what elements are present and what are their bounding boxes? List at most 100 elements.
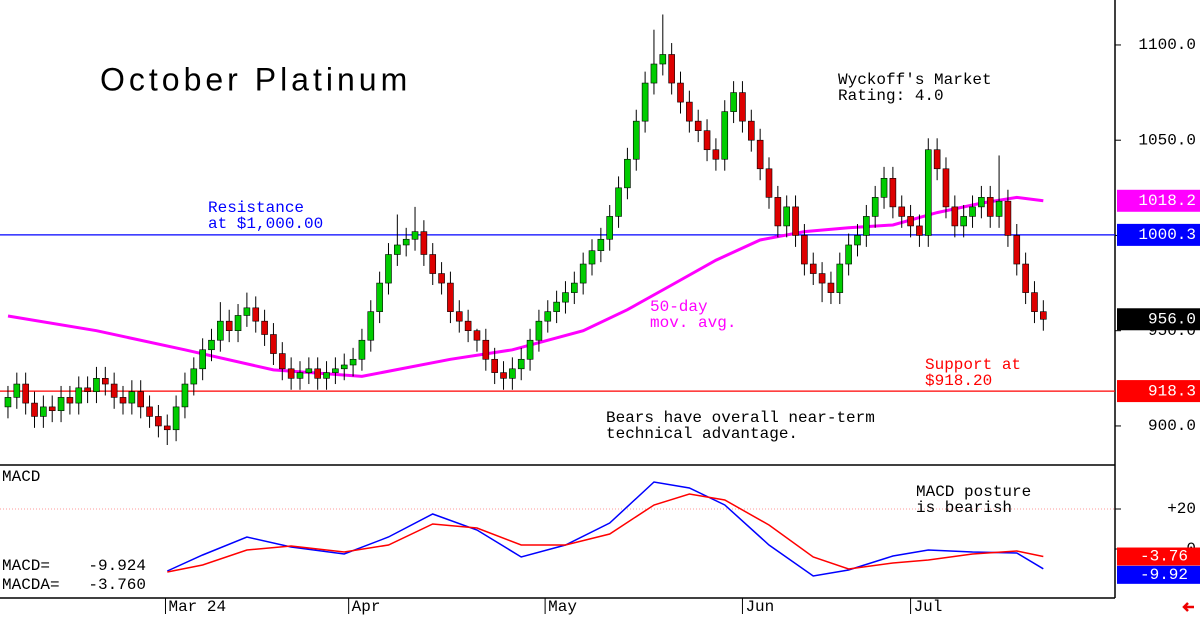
candle-body bbox=[199, 349, 206, 370]
candle-body bbox=[40, 406, 47, 417]
annotation: $918.20 bbox=[925, 372, 992, 390]
candle-body bbox=[756, 139, 764, 170]
candle-body bbox=[57, 397, 65, 412]
candle-body bbox=[146, 406, 153, 417]
candle-body bbox=[624, 158, 631, 189]
candle-body bbox=[110, 383, 118, 398]
annotation: Wyckoff's Market bbox=[838, 71, 992, 89]
candle-body bbox=[907, 216, 914, 227]
candle-body bbox=[234, 315, 242, 332]
candle-body bbox=[93, 378, 100, 392]
x-tick-label: Jun bbox=[745, 598, 774, 616]
candle-body bbox=[225, 320, 233, 332]
candle-body bbox=[730, 92, 737, 112]
candle-body bbox=[438, 273, 445, 284]
line-series bbox=[166, 481, 1044, 577]
candle-body bbox=[128, 391, 136, 404]
candle-body bbox=[969, 206, 976, 217]
annotation: Bears have overall near-term bbox=[606, 409, 875, 427]
price-box bbox=[1117, 380, 1200, 403]
annotation: at $1,000.00 bbox=[208, 215, 323, 233]
candle-body bbox=[818, 273, 826, 284]
candle-body bbox=[31, 402, 38, 417]
candle-body bbox=[66, 397, 74, 404]
candle-body bbox=[845, 244, 852, 265]
candle-body bbox=[854, 235, 861, 246]
candle-body bbox=[836, 263, 844, 293]
candle-body bbox=[694, 120, 702, 131]
candle-body bbox=[924, 149, 932, 236]
x-tick-label: Apr bbox=[352, 598, 381, 616]
candle-body bbox=[1022, 263, 1029, 293]
candle-body bbox=[75, 387, 83, 404]
readout-name: MACD= bbox=[2, 557, 50, 575]
price-box-label: 918.3 bbox=[1148, 382, 1196, 400]
candle-body bbox=[394, 244, 401, 255]
candle-body bbox=[340, 364, 348, 370]
price-box bbox=[1117, 189, 1200, 212]
candle-body bbox=[606, 216, 614, 240]
candle-body bbox=[526, 339, 534, 360]
candle-body bbox=[809, 263, 817, 274]
candle-body bbox=[579, 263, 587, 284]
candle-body bbox=[668, 54, 675, 84]
macd-title: MACD bbox=[2, 468, 40, 486]
annotation: Rating: 4.0 bbox=[838, 87, 944, 105]
candle-body bbox=[632, 120, 640, 160]
candle-body bbox=[960, 216, 967, 227]
readout-value: -9.924 bbox=[88, 557, 146, 575]
candle-body bbox=[252, 307, 260, 322]
macd-box-label: -9.92 bbox=[1140, 566, 1188, 584]
candle-body bbox=[535, 320, 543, 341]
candle-body bbox=[323, 372, 330, 379]
candle-body bbox=[402, 238, 410, 246]
y-tick-label: +20 bbox=[1167, 500, 1196, 518]
candle-body bbox=[562, 292, 569, 303]
candle-body bbox=[261, 320, 268, 335]
price-box-label: 1000.3 bbox=[1138, 226, 1196, 244]
candle-body bbox=[863, 216, 870, 236]
annotation: is bearish bbox=[916, 499, 1012, 517]
candle-body bbox=[305, 368, 313, 373]
candle-body bbox=[367, 311, 375, 341]
candle-body bbox=[517, 358, 525, 370]
candle-body bbox=[898, 206, 906, 217]
readout-name: MACDA= bbox=[2, 576, 60, 594]
readout-value: -3.760 bbox=[88, 576, 146, 594]
candle-body bbox=[544, 311, 552, 322]
candle-body bbox=[172, 406, 180, 431]
candle-body bbox=[1004, 200, 1012, 236]
annotation: mov. avg. bbox=[650, 314, 736, 332]
candle-body bbox=[721, 111, 729, 160]
candle-body bbox=[650, 63, 658, 84]
candle-body bbox=[995, 200, 1003, 217]
y-tick-label: 1050.0 bbox=[1138, 131, 1196, 149]
line-series bbox=[167, 493, 1044, 573]
candle-body bbox=[296, 372, 304, 379]
candle-body bbox=[889, 178, 897, 208]
candle-body bbox=[48, 406, 56, 412]
macd-box bbox=[1117, 547, 1200, 566]
annotation: technical advantage. bbox=[606, 425, 798, 443]
candle-body bbox=[155, 416, 162, 427]
price-box bbox=[1117, 308, 1200, 331]
candle-body bbox=[703, 130, 711, 151]
candle-body bbox=[464, 320, 472, 332]
candle-body bbox=[447, 282, 454, 312]
candle-body bbox=[739, 92, 746, 122]
candle-body bbox=[13, 383, 21, 398]
candle-body bbox=[287, 368, 295, 379]
candle-body bbox=[509, 368, 516, 379]
candle-body bbox=[270, 334, 277, 354]
candle-body bbox=[411, 231, 419, 240]
candle-body bbox=[571, 282, 578, 293]
annotation: MACD posture bbox=[916, 483, 1031, 501]
candle-body bbox=[243, 307, 251, 316]
scroll-arrow[interactable] bbox=[1182, 602, 1194, 612]
chart-title: October Platinum bbox=[100, 61, 411, 97]
candle-body bbox=[181, 383, 189, 408]
macd-box bbox=[1117, 565, 1200, 584]
candle-body bbox=[429, 254, 437, 274]
